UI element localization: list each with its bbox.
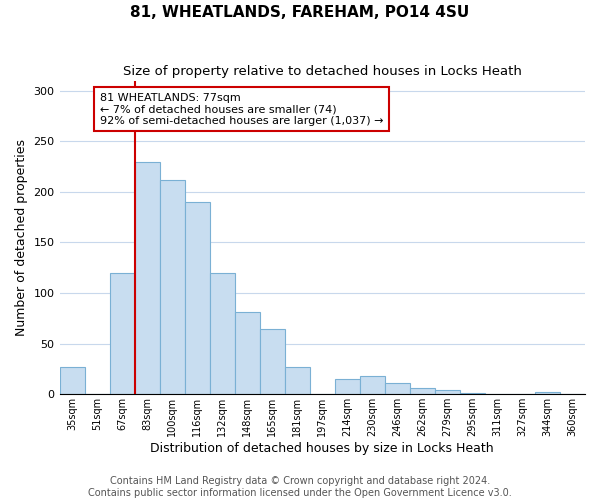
Bar xyxy=(110,273,134,394)
Bar xyxy=(59,367,85,394)
Title: Size of property relative to detached houses in Locks Heath: Size of property relative to detached ho… xyxy=(123,65,522,78)
Text: Contains HM Land Registry data © Crown copyright and database right 2024.
Contai: Contains HM Land Registry data © Crown c… xyxy=(88,476,512,498)
Bar xyxy=(209,273,235,394)
Bar xyxy=(335,379,360,394)
X-axis label: Distribution of detached houses by size in Locks Heath: Distribution of detached houses by size … xyxy=(151,442,494,455)
Bar xyxy=(160,180,185,394)
Bar xyxy=(260,328,285,394)
Bar xyxy=(385,383,410,394)
Bar xyxy=(410,388,435,394)
Bar xyxy=(235,312,260,394)
Bar xyxy=(435,390,460,394)
Bar xyxy=(360,376,385,394)
Text: 81, WHEATLANDS, FAREHAM, PO14 4SU: 81, WHEATLANDS, FAREHAM, PO14 4SU xyxy=(130,5,470,20)
Bar xyxy=(285,367,310,394)
Y-axis label: Number of detached properties: Number of detached properties xyxy=(15,139,28,336)
Text: 81 WHEATLANDS: 77sqm
← 7% of detached houses are smaller (74)
92% of semi-detach: 81 WHEATLANDS: 77sqm ← 7% of detached ho… xyxy=(100,92,383,126)
Bar xyxy=(185,202,209,394)
Bar xyxy=(535,392,560,394)
Bar xyxy=(134,162,160,394)
